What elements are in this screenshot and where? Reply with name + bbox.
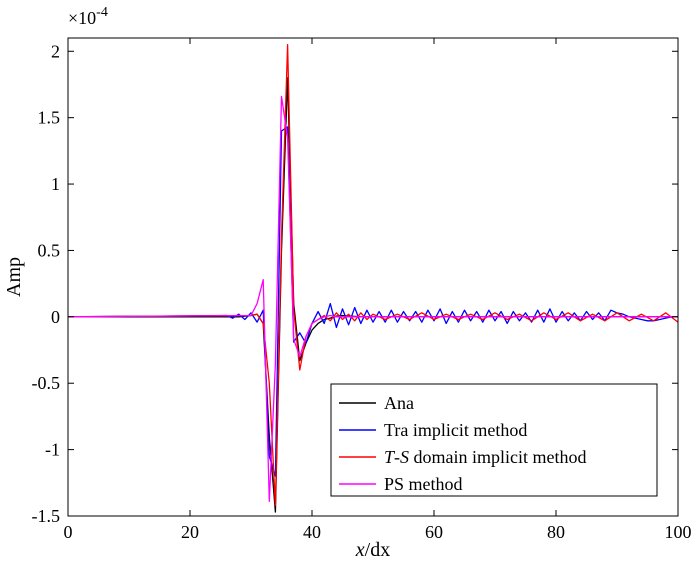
legend-label-part: domain implicit method <box>409 447 586 467</box>
legend-label-part: PS method <box>384 474 463 494</box>
series-line-3 <box>68 95 678 503</box>
plot-frame <box>67 37 679 517</box>
ticks-layer <box>67 38 679 517</box>
y-tick-label: 1.5 <box>38 108 61 128</box>
legend: Ana Tra implicit method T-S domain implici… <box>330 383 658 497</box>
legend-label-part: - <box>394 447 400 467</box>
x-axis-label-part: /dx <box>365 539 391 561</box>
x-axis-label-part: x <box>355 539 365 561</box>
y-tick-label: -1.5 <box>32 506 61 526</box>
y-tick-label: -0.5 <box>32 373 61 393</box>
x-tick-label: 40 <box>303 522 321 542</box>
y-tick-label: -1 <box>45 440 60 460</box>
y-exponent-label: ×10-4 <box>68 5 108 28</box>
y-tick-label: 0 <box>51 307 60 327</box>
y-exponent-base: ×10 <box>68 8 96 28</box>
series-layer <box>68 43 678 513</box>
series-line-2 <box>68 43 678 507</box>
legend-label-1: Tra implicit method <box>384 420 527 440</box>
tick-labels: 0 20 40 60 80 100 -1.5 -1 -0.5 0 0.5 1 1.5 2 <box>32 41 692 542</box>
x-axis-label: x/dx <box>355 539 390 561</box>
y-tick-label: 1 <box>51 174 60 194</box>
legend-label-part: T <box>384 447 396 467</box>
legend-label-part: Ana <box>384 393 414 413</box>
y-tick-label: 2 <box>51 41 60 61</box>
legend-label-part: Tra implicit method <box>384 420 527 440</box>
y-exponent-power: -4 <box>96 5 108 20</box>
x-tick-label: 60 <box>425 522 443 542</box>
x-tick-label: 80 <box>547 522 565 542</box>
x-tick-label: 20 <box>181 522 199 542</box>
y-tick-label: 0.5 <box>38 240 61 260</box>
y-axis-label: Amp <box>3 257 25 297</box>
x-tick-label: 100 <box>665 522 692 542</box>
legend-label-2: T-S domain implicit method <box>384 447 587 467</box>
x-tick-label: 0 <box>64 522 73 542</box>
legend-label-3: PS method <box>384 474 463 494</box>
legend-label-0: Ana <box>384 393 414 413</box>
legend-label-part: S <box>400 447 409 467</box>
legend-box <box>330 383 658 497</box>
